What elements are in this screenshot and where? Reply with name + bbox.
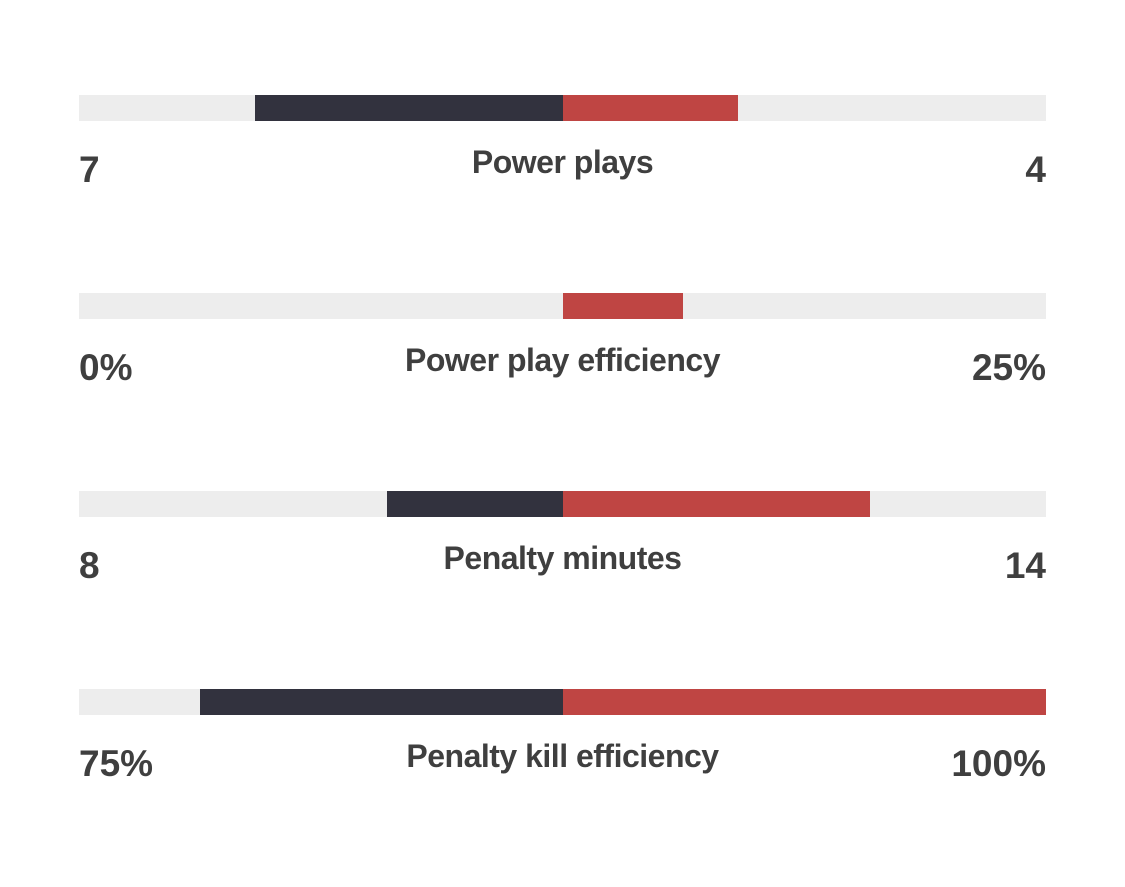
stat-label: Penalty kill efficiency <box>406 738 719 774</box>
stat-bar-track <box>79 95 1046 121</box>
stat-row: 7 Power plays 4 <box>79 95 1046 293</box>
home-bar-segment <box>386 491 563 517</box>
away-value: 14 <box>1004 545 1046 586</box>
stat-label: Power play efficiency <box>405 342 720 378</box>
away-value: 100% <box>951 743 1046 784</box>
stat-bar-track <box>79 293 1046 319</box>
stat-labels-row: 0% Power play efficiency 25% <box>79 342 1046 390</box>
home-value: 7 <box>79 149 100 190</box>
away-value: 4 <box>1025 149 1046 190</box>
away-bar-segment <box>562 95 739 121</box>
stat-row: 8 Penalty minutes 14 <box>79 491 1046 689</box>
stat-rows-container: 7 Power plays 4 0% Power play efficiency… <box>79 95 1046 887</box>
away-bar-segment <box>562 491 871 517</box>
home-value: 0% <box>79 347 133 388</box>
stat-bar-track <box>79 491 1046 517</box>
stat-labels-row: 75% Penalty kill efficiency 100% <box>79 738 1046 786</box>
stat-label: Penalty minutes <box>443 540 682 576</box>
stat-bar-track <box>79 689 1046 715</box>
stat-row: 0% Power play efficiency 25% <box>79 293 1046 491</box>
away-value: 25% <box>971 347 1046 388</box>
home-bar-segment <box>199 689 563 715</box>
home-value: 8 <box>79 545 100 586</box>
home-value: 75% <box>79 743 154 784</box>
stat-labels-row: 7 Power plays 4 <box>79 144 1046 192</box>
away-bar-segment <box>562 293 684 319</box>
away-bar-segment <box>562 689 1046 715</box>
home-bar-segment <box>254 95 563 121</box>
stat-labels-row: 8 Penalty minutes 14 <box>79 540 1046 588</box>
stat-row: 75% Penalty kill efficiency 100% <box>79 689 1046 887</box>
stat-label: Power plays <box>471 144 654 180</box>
